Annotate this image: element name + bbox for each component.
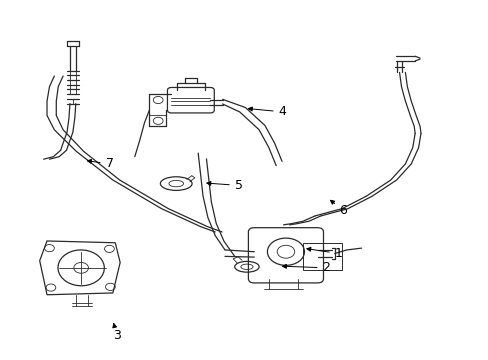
Text: 4: 4 bbox=[248, 105, 286, 118]
Text: 7: 7 bbox=[87, 157, 113, 170]
Text: 2: 2 bbox=[282, 261, 330, 274]
Text: 5: 5 bbox=[206, 179, 242, 192]
Text: 3: 3 bbox=[113, 324, 121, 342]
Text: 1: 1 bbox=[306, 247, 342, 260]
Text: 6: 6 bbox=[330, 200, 347, 217]
